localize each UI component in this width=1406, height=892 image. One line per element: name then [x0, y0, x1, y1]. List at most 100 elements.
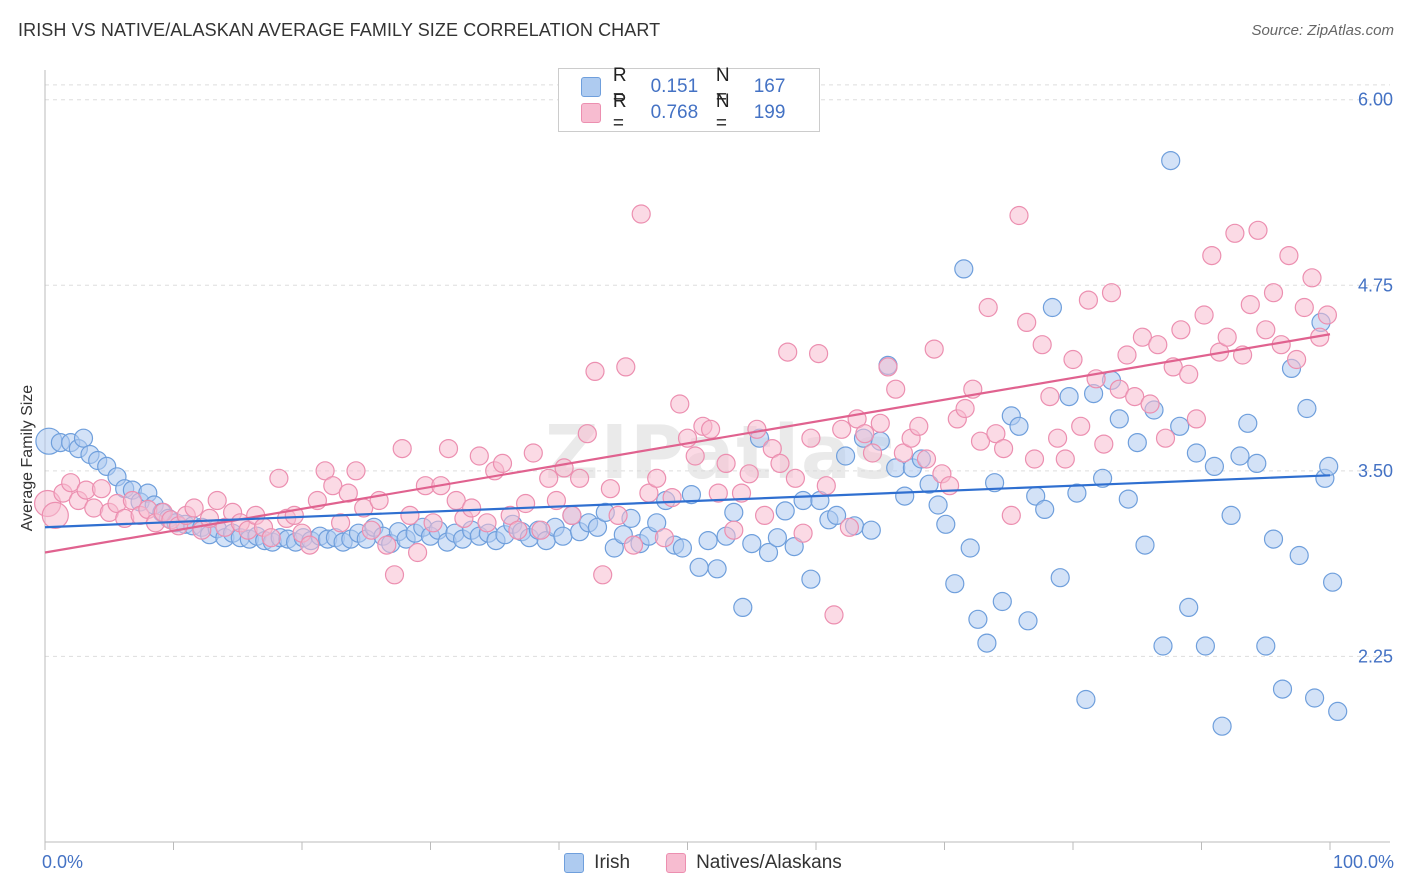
irish-point-125 — [1067, 483, 1087, 503]
native-point-81 — [662, 488, 682, 508]
native-point-115 — [924, 339, 944, 359]
native-point-7 — [91, 479, 112, 499]
native-point-37 — [323, 476, 343, 496]
irish-point-4 — [73, 428, 94, 448]
native-point-89 — [724, 520, 744, 540]
native-point-133 — [1063, 349, 1083, 370]
native-point-153 — [1217, 327, 1237, 347]
legend-item-irish[interactable]: Irish — [564, 852, 630, 874]
irish-point-132 — [1127, 433, 1147, 453]
legend-label-native: Natives/Alaskans — [696, 852, 842, 873]
irish-point-126 — [1076, 689, 1096, 710]
native-point-100 — [808, 344, 829, 364]
irish-point-114 — [977, 633, 997, 653]
irish-point-64 — [553, 526, 573, 546]
native-point-126 — [1009, 205, 1029, 226]
native-point-137 — [1094, 434, 1114, 454]
irish-point-100 — [861, 520, 881, 540]
native-point-53 — [446, 490, 466, 511]
irish-point-140 — [1195, 636, 1216, 656]
native-point-98 — [793, 523, 813, 543]
native-r-label: R = — [612, 91, 627, 134]
native-point-141 — [1125, 387, 1145, 407]
native-point-104 — [839, 517, 860, 537]
irish-point-68 — [587, 517, 608, 537]
native-point-66 — [546, 490, 567, 511]
native-point-69 — [569, 468, 590, 488]
native-point-148 — [1179, 364, 1199, 384]
irish-point-151 — [1289, 545, 1309, 566]
native-point-61 — [508, 520, 528, 540]
native-point-159 — [1263, 283, 1284, 303]
irish-point-136 — [1161, 151, 1181, 171]
y-tick-label-3: 6.00 — [1358, 90, 1393, 110]
irish-point-109 — [936, 514, 956, 534]
native-point-132 — [1055, 449, 1075, 469]
native-point-95 — [770, 453, 790, 473]
native-point-72 — [593, 565, 613, 585]
native-point-150 — [1194, 305, 1214, 325]
native-point-135 — [1078, 290, 1099, 310]
irish-point-135 — [1153, 636, 1173, 656]
irish-point-82 — [707, 559, 727, 579]
native-point-108 — [870, 413, 890, 433]
irish-point-81 — [698, 530, 718, 551]
irish-point-116 — [992, 591, 1012, 612]
native-point-99 — [801, 428, 821, 448]
native-point-82 — [670, 394, 690, 414]
x-tick-label-1: 100.0% — [1333, 852, 1394, 872]
irish-point-141 — [1204, 456, 1225, 476]
irish-point-78 — [672, 538, 693, 558]
irish-n-value: 167 — [753, 76, 786, 97]
irish-point-144 — [1230, 446, 1250, 466]
native-point-93 — [754, 505, 775, 526]
irish-point-148 — [1263, 529, 1284, 549]
native-point-154 — [1225, 223, 1245, 243]
irish-point-133 — [1135, 535, 1155, 555]
native-point-42 — [361, 520, 381, 540]
irish-point-123 — [1050, 568, 1070, 588]
native-point-60 — [500, 505, 520, 526]
native-point-106 — [855, 424, 875, 444]
irish-point-89 — [767, 528, 788, 548]
irish-point-92 — [793, 490, 813, 511]
native-point-111 — [893, 443, 914, 463]
legend-item-native[interactable]: Natives/Alaskans — [666, 852, 842, 874]
axes — [44, 70, 1390, 850]
y-tick-label-0: 2.25 — [1358, 646, 1393, 666]
native-point-56 — [469, 446, 489, 466]
irish-point-153 — [1304, 688, 1325, 708]
irish-trend-line — [44, 474, 1331, 529]
irish-point-147 — [1256, 636, 1276, 656]
irish-point-96 — [826, 505, 847, 526]
native-point-157 — [1248, 220, 1268, 240]
native-point-164 — [1302, 268, 1322, 288]
native-point-94 — [762, 439, 782, 459]
native-point-34 — [300, 535, 320, 555]
irish-point-86 — [742, 533, 762, 554]
native-point-158 — [1256, 320, 1276, 340]
native-point-80 — [654, 528, 675, 548]
irish-point-152 — [1297, 398, 1317, 419]
irish-point-157 — [1322, 572, 1343, 592]
native-point-46 — [392, 439, 412, 459]
irish-point-112 — [960, 538, 980, 558]
native-point-38 — [331, 513, 351, 533]
irish-point-113 — [968, 609, 988, 629]
native-point-139 — [1109, 379, 1129, 399]
chart-title: IRISH VS NATIVE/ALASKAN AVERAGE FAMILY S… — [18, 20, 661, 40]
irish-point-142 — [1212, 716, 1232, 736]
native-point-113 — [909, 416, 929, 436]
native-point-64 — [531, 520, 551, 540]
native-point-125 — [1001, 505, 1021, 526]
native-point-147 — [1171, 320, 1191, 340]
native-point-47 — [400, 505, 420, 526]
native-point-110 — [886, 379, 906, 399]
native-point-92 — [747, 419, 767, 439]
irish-point-149 — [1272, 679, 1293, 699]
irish-point-138 — [1179, 597, 1199, 618]
native-point-96 — [778, 342, 798, 362]
native-point-70 — [577, 424, 597, 444]
native-point-65 — [539, 468, 559, 488]
